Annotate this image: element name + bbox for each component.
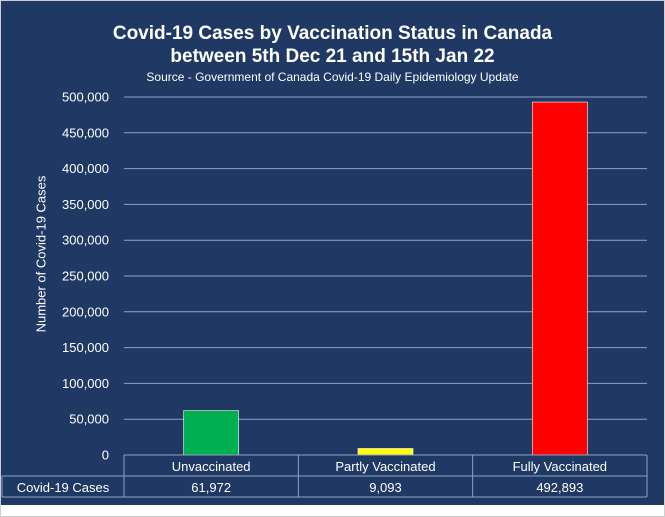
x-category-label: Partly Vaccinated xyxy=(335,459,435,474)
y-tick-label: 350,000 xyxy=(62,197,109,212)
table-value: 9,093 xyxy=(369,480,402,495)
chart-title-line2: between 5th Dec 21 and 15th Jan 22 xyxy=(170,46,495,67)
y-tick-label: 450,000 xyxy=(62,125,109,140)
bar-fully-vaccinated xyxy=(532,101,588,456)
bar-partly-vaccinated xyxy=(357,448,414,456)
x-category-label: Unvaccinated xyxy=(172,459,251,474)
x-category-label: Fully Vaccinated xyxy=(513,459,607,474)
y-tick-label: 50,000 xyxy=(69,412,109,427)
y-tick-label: 400,000 xyxy=(62,161,109,176)
y-tick-label: 100,000 xyxy=(62,376,109,391)
table-value: 61,972 xyxy=(191,480,231,495)
y-tick-label: 300,000 xyxy=(62,233,109,248)
y-tick-label: 150,000 xyxy=(62,340,109,355)
y-tick-label: 200,000 xyxy=(62,304,109,319)
y-tick-label: 500,000 xyxy=(62,90,109,105)
chart-subtitle: Source - Government of Canada Covid-19 D… xyxy=(146,70,519,84)
y-tick-label: 0 xyxy=(102,448,109,463)
table-row-header: Covid-19 Cases xyxy=(17,480,110,495)
y-tick-label: 250,000 xyxy=(62,269,109,284)
table-value: 492,893 xyxy=(536,480,583,495)
bar-unvaccinated xyxy=(183,410,239,456)
chart-title-line1: Covid-19 Cases by Vaccination Status in … xyxy=(112,23,553,44)
